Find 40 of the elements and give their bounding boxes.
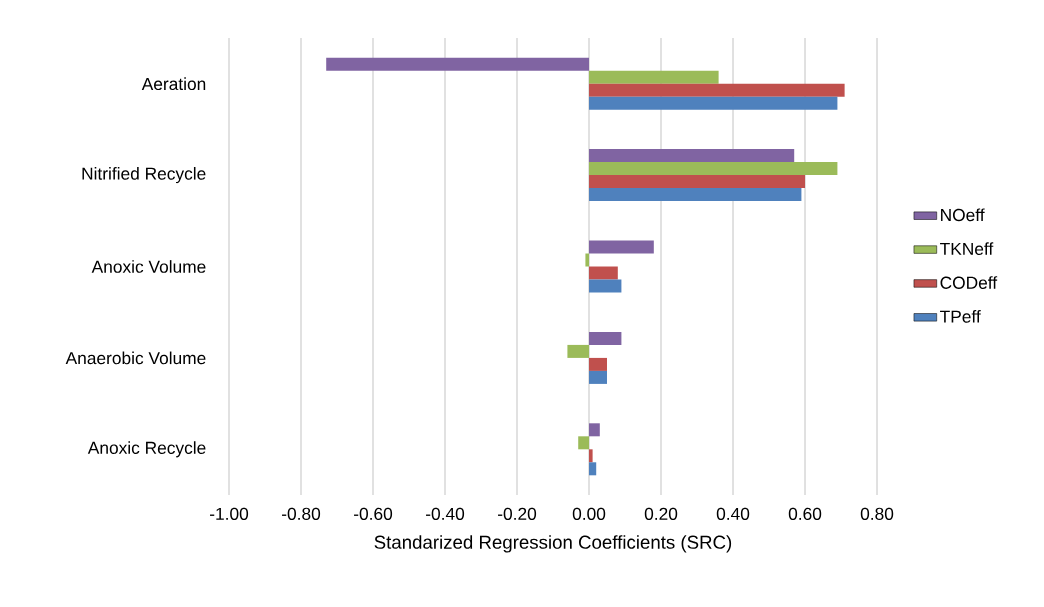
bar [589,357,608,371]
legend-label: CODeff [940,276,998,289]
x-tick-label: 0.60 [788,507,822,520]
bar [567,344,590,358]
bar [589,83,845,97]
x-tick-label: -0.40 [426,507,465,520]
x-axis-title: Standarized Regression Coefficients (SRC) [374,535,732,553]
bar [589,149,795,163]
bar [578,436,590,450]
legend-label: TKNeff [940,242,994,256]
legend-label: TPeff [940,310,981,323]
y-tick-label: Anoxic Volume [91,260,206,273]
bar [589,188,802,202]
bar [589,279,622,293]
x-tick-label: 0.40 [716,507,750,520]
x-tick-label: -1.00 [210,507,249,520]
y-tick-label: Anaerobic Volume [65,351,206,365]
bar [589,266,618,280]
bar [589,370,608,384]
x-tick-label: 0.20 [644,507,678,520]
bar [589,162,838,176]
bar [589,423,600,437]
x-tick-label: -0.80 [282,507,321,520]
x-tick-label: -0.60 [354,507,393,520]
bar [585,253,590,267]
x-tick-label: 0.80 [860,507,894,520]
x-tick-label: 0.00 [572,507,606,520]
bar [589,462,597,476]
bar [326,57,590,71]
y-tick-label: Aeration [141,77,206,91]
y-tick-label: Anoxic Recycle [87,441,206,458]
bar [589,331,622,345]
bar [589,240,654,254]
bar [589,449,593,463]
bar [589,96,838,110]
y-tick-label: Nitrified Recycle [82,167,206,184]
legend-label: NOeff [941,208,985,222]
bar [589,70,719,84]
x-tick-label: -0.20 [498,507,537,520]
bar [589,175,806,189]
